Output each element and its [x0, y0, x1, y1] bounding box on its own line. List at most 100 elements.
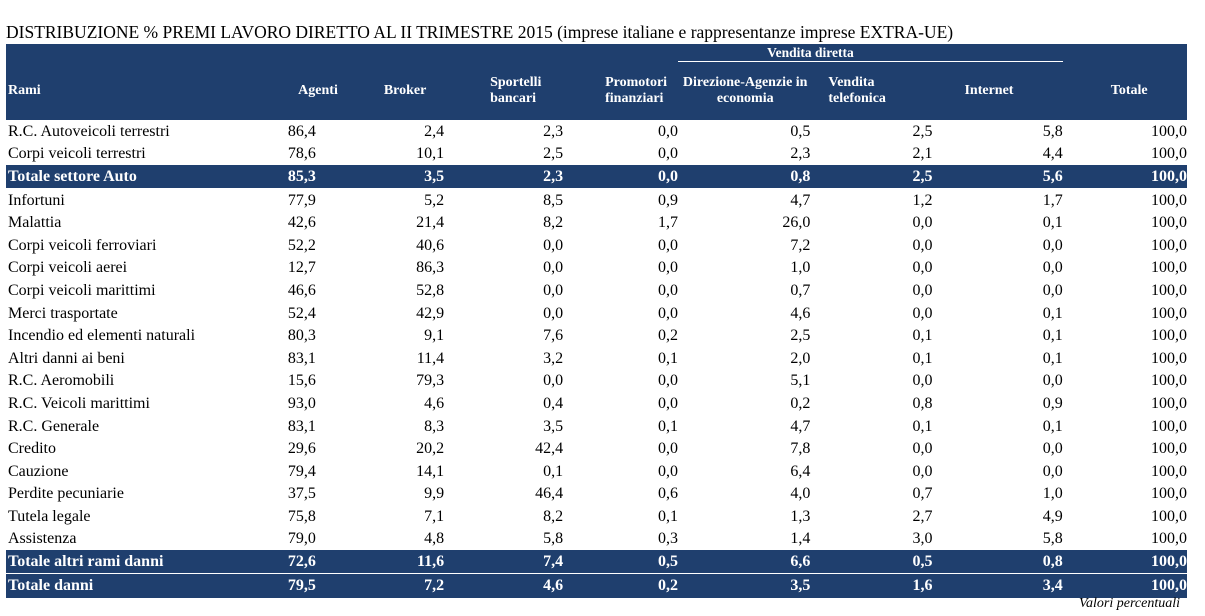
header-group-vendita-diretta: Vendita diretta: [678, 44, 1063, 62]
row-label: Infortuni: [8, 191, 65, 209]
cell-totale: 100,0: [1151, 507, 1187, 525]
cell-totale: 100,0: [1151, 462, 1187, 480]
cell-sportelli-bancari: 42,4: [535, 440, 564, 458]
cell-internet: 0,0: [1042, 440, 1063, 458]
cell-internet: 0,0: [1042, 259, 1063, 277]
cell-promotori-finanziari: 0,1: [658, 507, 679, 525]
cell-broker: 20,2: [416, 440, 445, 458]
cell-direzione-agenzie: 7,8: [790, 440, 811, 458]
header-spacer: [315, 44, 445, 62]
total-row: Totale danni 79,5 7,2 4,6 0,2 3,5 1,6 3,4 100,0: [6, 573, 1187, 599]
cell-internet: 0,9: [1042, 394, 1063, 412]
cell-agenti: 79,5: [231, 573, 316, 599]
cell-vendita-telefonica: 3,0: [912, 530, 933, 548]
cell-direzione-agenzie: 0,8: [678, 165, 811, 189]
row-label: Tutela legale: [8, 507, 91, 525]
row-label: Corpi veicoli ferroviari: [8, 236, 157, 254]
cell-promotori-finanziari: 0,2: [563, 573, 679, 599]
footnote: Valori percentuali: [1079, 596, 1180, 611]
cell-broker: 52,8: [416, 281, 445, 299]
row-label: Assistenza: [8, 530, 77, 548]
table-row: R.C. Veicoli marittimi 93,0 4,6 0,4 0,0 0,2 0,…: [6, 392, 1187, 415]
row-label: Altri danni ai beni: [8, 349, 125, 367]
cell-direzione-agenzie: 0,2: [790, 394, 811, 412]
row-label: Corpi veicoli terrestri: [8, 145, 146, 163]
cell-broker: 3,5: [315, 165, 445, 189]
table-row: Credito 29,6 20,2 42,4 0,0 7,8 0,0 0,0 100,0: [6, 437, 1187, 460]
table-row: R.C. Generale 83,1 8,3 3,5 0,1 4,7 0,1 0,1 100,0: [6, 415, 1187, 438]
row-label: R.C. Autoveicoli terrestri: [8, 122, 170, 140]
cell-totale: 100,0: [1151, 281, 1187, 299]
row-label: Corpi veicoli aerei: [8, 259, 128, 277]
table-row: Incendio ed elementi naturali 80,3 9,1 7,6 0…: [6, 324, 1187, 347]
row-label: Merci trasportate: [8, 304, 118, 322]
cell-sportelli-bancari: 8,2: [543, 214, 564, 232]
header-direzione-agenzie: Direzione-Agenzie in economia: [678, 61, 811, 120]
cell-totale: 100,0: [1151, 394, 1187, 412]
cell-broker: 7,2: [315, 573, 445, 599]
cell-promotori-finanziari: 0,0: [658, 281, 679, 299]
cell-broker: 21,4: [416, 214, 445, 232]
cell-agenti: 37,5: [287, 485, 316, 503]
cell-promotori-finanziari: 0,0: [658, 462, 679, 480]
row-label: Totale settore Auto: [6, 165, 232, 189]
cell-agenti: 80,3: [287, 327, 316, 345]
cell-direzione-agenzie: 7,2: [790, 236, 811, 254]
cell-promotori-finanziari: 0,5: [563, 550, 679, 574]
cell-totale: 100,0: [1151, 259, 1187, 277]
table-row: Merci trasportate 52,4 42,9 0,0 0,0 4,6 0,0 0,1…: [6, 302, 1187, 325]
table-row: Infortuni 77,9 5,2 8,5 0,9 4,7 1,2 1,7 100,0: [6, 188, 1187, 211]
total-row: Totale altri rami danni 72,6 11,6 7,4 0,5 6,6…: [6, 550, 1187, 574]
cell-totale: 100,0: [1151, 145, 1187, 163]
cell-vendita-telefonica: 2,5: [912, 122, 933, 140]
cell-vendita-telefonica: 0,1: [912, 349, 933, 367]
table-row: Malattia 42,6 21,4 8,2 1,7 26,0 0,0 0,1 100,0: [6, 211, 1187, 234]
cell-vendita-telefonica: 0,0: [912, 259, 933, 277]
row-label: Perdite pecuniarie: [8, 485, 124, 503]
cell-vendita-telefonica: 0,0: [912, 236, 933, 254]
cell-agenti: 85,3: [231, 165, 316, 189]
cell-broker: 4,8: [424, 530, 445, 548]
cell-direzione-agenzie: 0,5: [790, 122, 811, 140]
cell-vendita-telefonica: 0,0: [912, 214, 933, 232]
table-row: Tutela legale 75,8 7,1 8,2 0,1 1,3 2,7 4,9 100,0: [6, 505, 1187, 528]
table-header: Vendita diretta Rami Agenti Broker Sport…: [6, 44, 1187, 120]
cell-broker: 11,6: [315, 550, 445, 574]
cell-internet: 5,6: [932, 165, 1063, 189]
cell-internet: 3,4: [932, 573, 1063, 599]
cell-direzione-agenzie: 1,4: [790, 530, 811, 548]
cell-broker: 11,4: [416, 349, 445, 367]
row-label: Corpi veicoli marittimi: [8, 281, 156, 299]
cell-sportelli-bancari: 0,0: [543, 281, 564, 299]
cell-internet: 0,1: [1042, 304, 1063, 322]
cell-sportelli-bancari: 8,2: [543, 507, 564, 525]
cell-sportelli-bancari: 0,1: [543, 462, 564, 480]
cell-agenti: 15,6: [287, 372, 316, 390]
row-label: R.C. Generale: [8, 417, 100, 435]
cell-promotori-finanziari: 0,0: [658, 372, 679, 390]
table-row: Assistenza 79,0 4,8 5,8 0,3 1,4 3,0 5,8 100,0: [6, 528, 1187, 551]
cell-agenti: 93,0: [287, 394, 316, 412]
total-row: Totale settore Auto 85,3 3,5 2,3 0,0 0,8 2,5 5,…: [6, 165, 1187, 189]
header-rami: Rami: [6, 61, 232, 120]
cell-broker: 2,4: [424, 122, 445, 140]
cell-promotori-finanziari: 0,2: [658, 327, 679, 345]
cell-vendita-telefonica: 0,0: [912, 372, 933, 390]
cell-sportelli-bancari: 8,5: [543, 191, 564, 209]
cell-sportelli-bancari: 0,0: [543, 304, 564, 322]
cell-totale: 100,0: [1151, 440, 1187, 458]
cell-promotori-finanziari: 0,0: [658, 259, 679, 277]
cell-vendita-telefonica: 0,7: [912, 485, 933, 503]
cell-internet: 5,8: [1042, 122, 1063, 140]
cell-sportelli-bancari: 3,5: [543, 417, 564, 435]
cell-internet: 1,7: [1042, 191, 1063, 209]
cell-sportelli-bancari: 5,8: [543, 530, 564, 548]
cell-sportelli-bancari: 2,3: [444, 165, 564, 189]
cell-vendita-telefonica: 2,1: [912, 145, 933, 163]
cell-agenti: 79,4: [287, 462, 316, 480]
cell-broker: 79,3: [416, 372, 445, 390]
cell-internet: 0,8: [932, 550, 1063, 574]
cell-totale: 100,0: [1151, 530, 1187, 548]
cell-internet: 4,4: [1042, 145, 1063, 163]
cell-vendita-telefonica: 1,2: [912, 191, 933, 209]
